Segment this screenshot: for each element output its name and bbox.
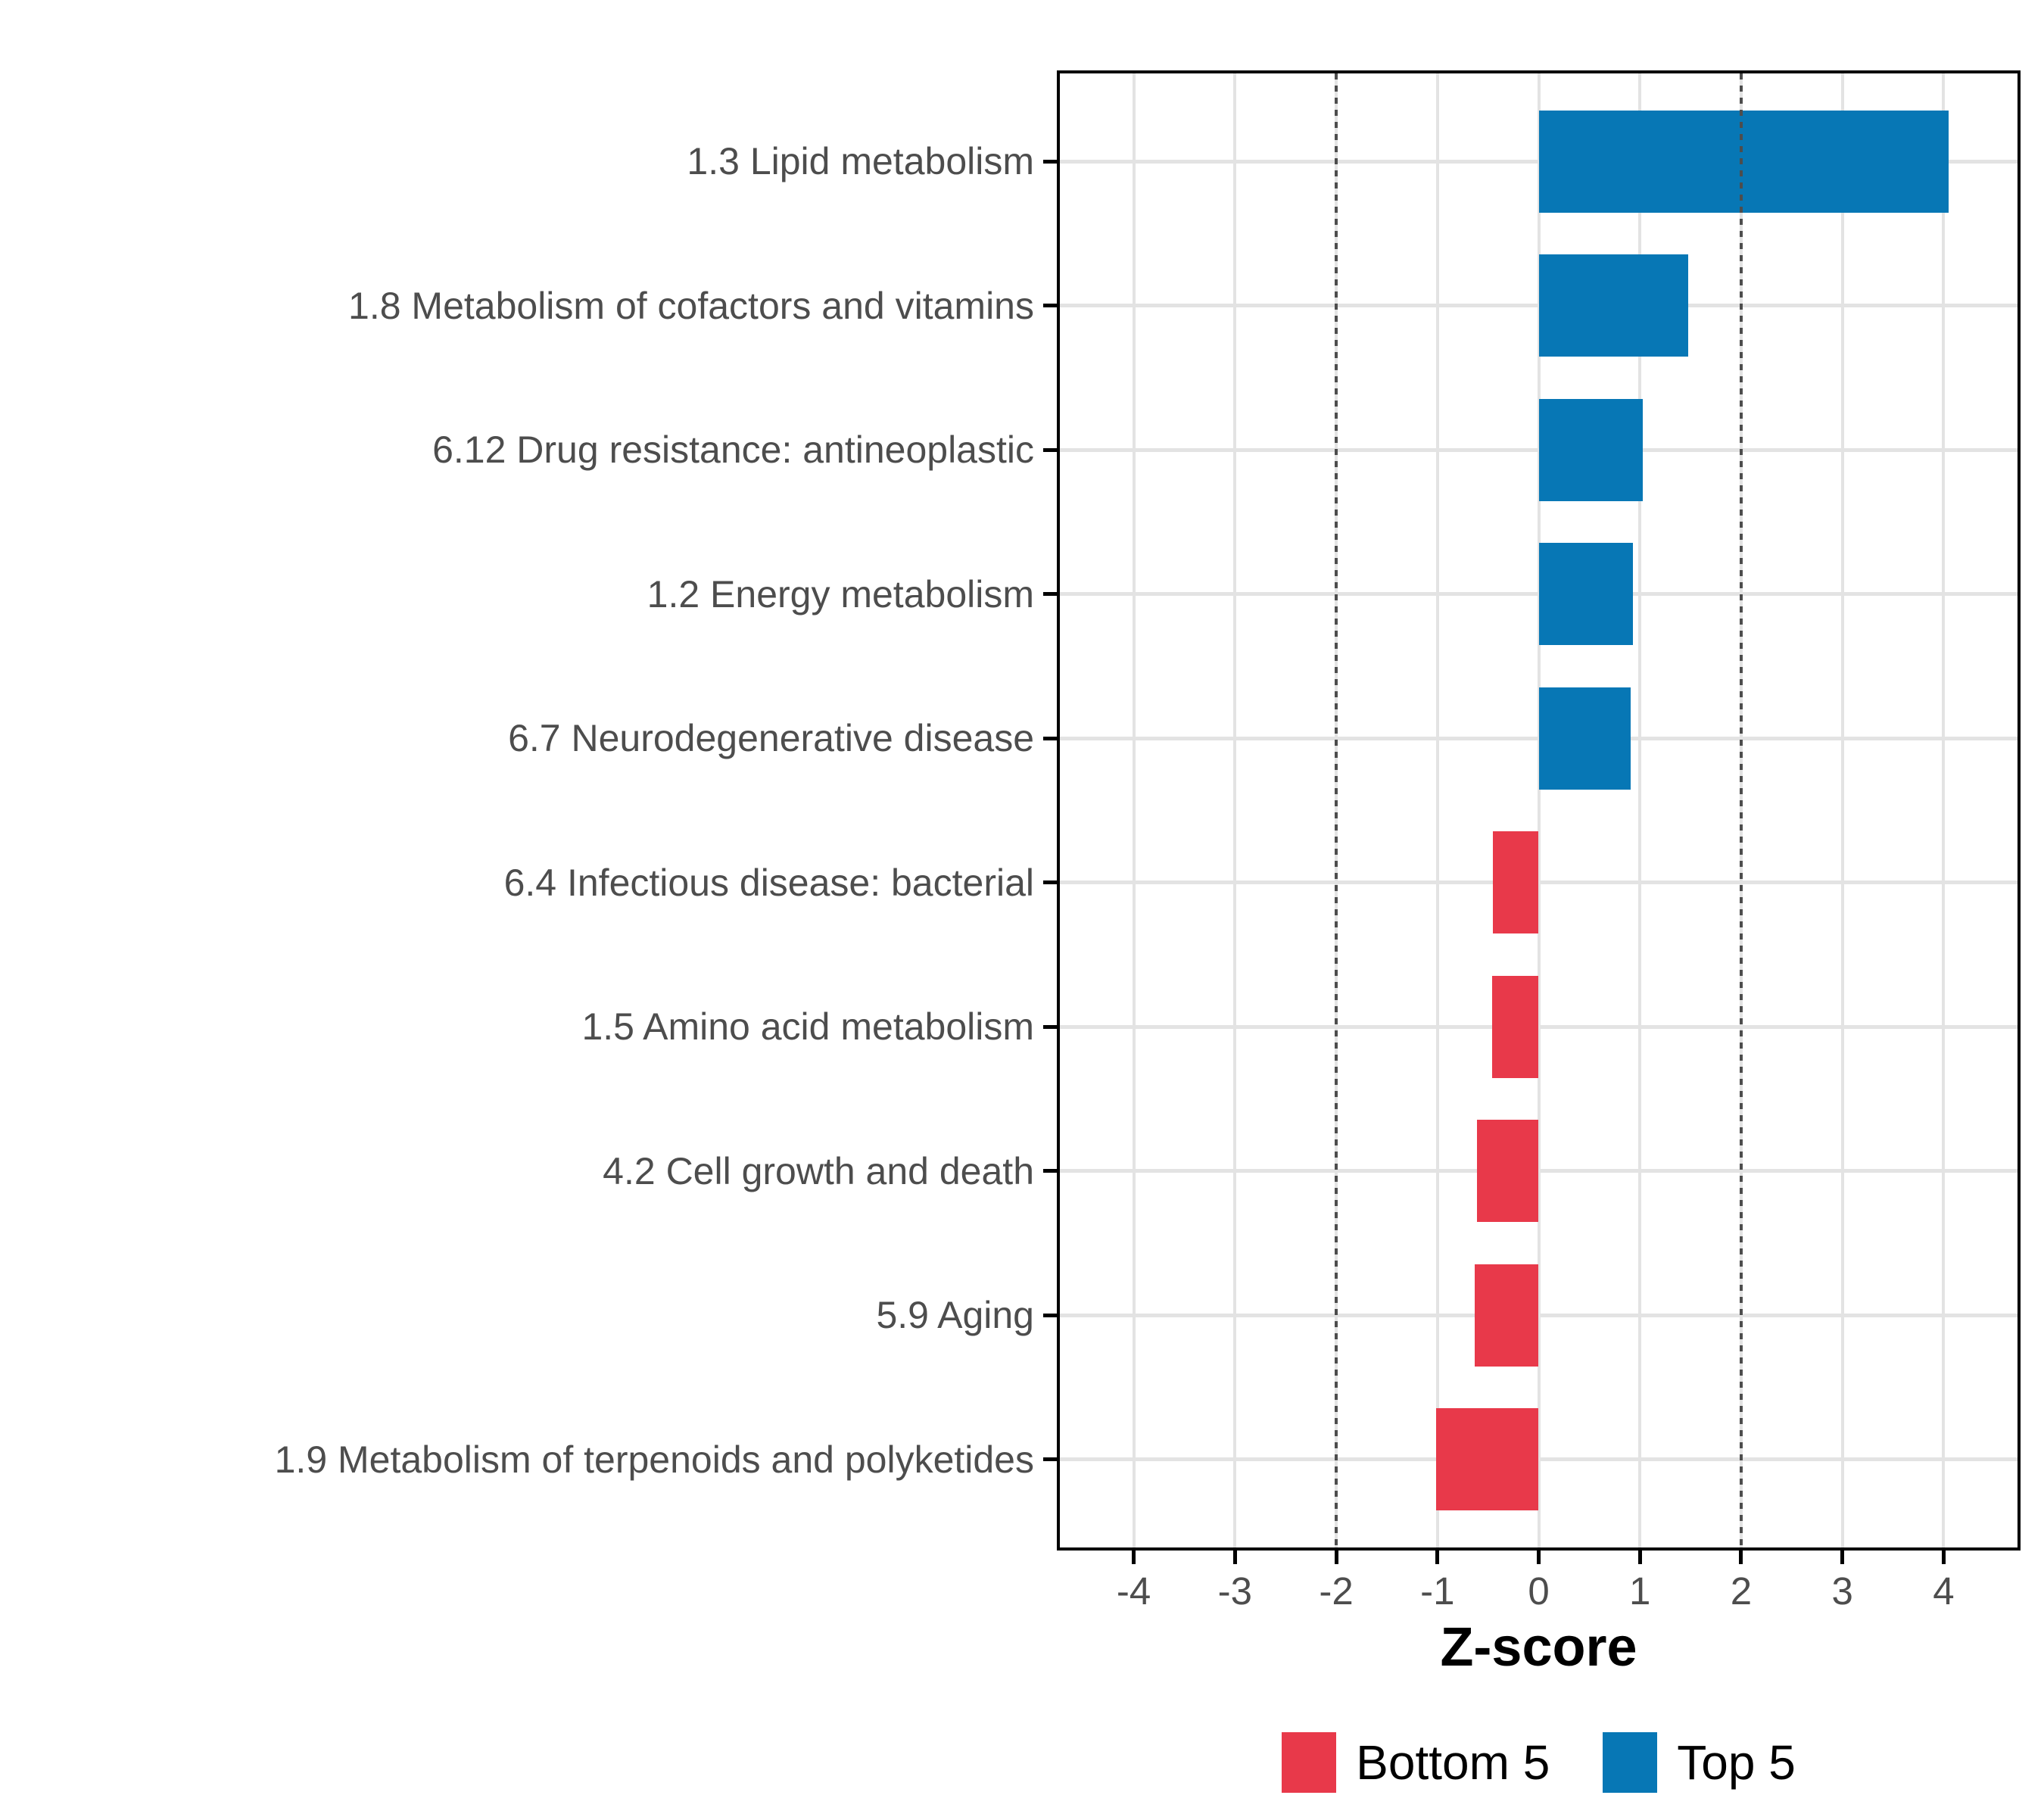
x-gridline	[1840, 73, 1844, 1547]
bar-top5	[1538, 110, 1949, 213]
x-tick-label: 1	[1629, 1569, 1651, 1613]
plot-panel	[1057, 70, 2021, 1551]
reference-line	[1335, 73, 1338, 1547]
x-tick-label: 2	[1730, 1569, 1753, 1613]
x-gridline	[1435, 73, 1439, 1547]
category-label: 5.9 Aging	[876, 1294, 1034, 1337]
x-tick-label: -3	[1217, 1569, 1253, 1613]
y-gridline	[1060, 1169, 2018, 1173]
category-label: 1.2 Energy metabolism	[647, 572, 1034, 616]
x-tick-mark	[1435, 1551, 1440, 1564]
x-tick-mark	[1537, 1551, 1541, 1564]
bar-top5	[1538, 398, 1644, 501]
reference-line	[1739, 73, 1743, 1547]
category-label: 6.7 Neurodegenerative disease	[508, 717, 1034, 760]
bar-bottom5	[1476, 1120, 1539, 1223]
y-tick-mark	[1043, 1457, 1057, 1462]
y-gridline	[1060, 1457, 2018, 1462]
legend-label-bottom5: Bottom 5	[1356, 1735, 1550, 1790]
legend: Bottom 5 Top 5	[1057, 1732, 2021, 1793]
x-tick-label: -1	[1420, 1569, 1455, 1613]
x-tick-label: 3	[1831, 1569, 1853, 1613]
x-tick-label: 0	[1528, 1569, 1550, 1613]
legend-label-top5: Top 5	[1677, 1735, 1796, 1790]
category-label: 6.12 Drug resistance: antineoplastic	[432, 429, 1034, 472]
y-tick-mark	[1043, 1169, 1057, 1173]
x-tick-label: 4	[1933, 1569, 1955, 1613]
bar-bottom5	[1493, 831, 1539, 934]
category-label: 1.8 Metabolism of cofactors and vitamins	[348, 284, 1034, 327]
y-tick-mark	[1043, 447, 1057, 452]
x-tick-label: -2	[1319, 1569, 1354, 1613]
x-gridline	[1638, 73, 1642, 1547]
y-tick-mark	[1043, 1313, 1057, 1317]
bar-bottom5	[1475, 1264, 1539, 1367]
y-tick-mark	[1043, 880, 1057, 885]
x-tick-label: -4	[1116, 1569, 1151, 1613]
legend-swatch-top5	[1603, 1732, 1658, 1793]
x-gridline	[1233, 73, 1237, 1547]
y-gridline	[1060, 1313, 2018, 1317]
y-gridline	[1060, 880, 2018, 885]
category-label: 1.5 Amino acid metabolism	[581, 1005, 1034, 1049]
category-label: 4.2 Cell growth and death	[603, 1149, 1034, 1192]
x-axis-title: Z-score	[1440, 1617, 1637, 1678]
y-tick-mark	[1043, 304, 1057, 308]
y-tick-mark	[1043, 159, 1057, 164]
x-tick-mark	[1739, 1551, 1743, 1564]
y-tick-mark	[1043, 592, 1057, 597]
x-tick-mark	[1334, 1551, 1338, 1564]
y-gridline	[1060, 1024, 2018, 1029]
x-tick-mark	[1840, 1551, 1845, 1564]
y-tick-mark	[1043, 1024, 1057, 1029]
x-tick-mark	[1232, 1551, 1237, 1564]
category-label: 1.3 Lipid metabolism	[687, 140, 1034, 183]
bar-top5	[1538, 543, 1633, 646]
bar-top5	[1538, 254, 1689, 357]
bar-bottom5	[1491, 975, 1539, 1078]
y-tick-mark	[1043, 736, 1057, 740]
x-tick-mark	[1132, 1551, 1136, 1564]
category-label: 1.9 Metabolism of terpenoids and polyket…	[274, 1438, 1034, 1481]
x-tick-mark	[1637, 1551, 1642, 1564]
legend-swatch-bottom5	[1282, 1732, 1337, 1793]
bar-top5	[1538, 687, 1631, 790]
x-gridline	[1537, 73, 1541, 1547]
x-gridline	[1942, 73, 1946, 1547]
bar-bottom5	[1436, 1408, 1539, 1511]
category-label: 6.4 Infectious disease: bacterial	[503, 861, 1034, 904]
x-tick-mark	[1941, 1551, 1946, 1564]
x-gridline	[1132, 73, 1136, 1547]
